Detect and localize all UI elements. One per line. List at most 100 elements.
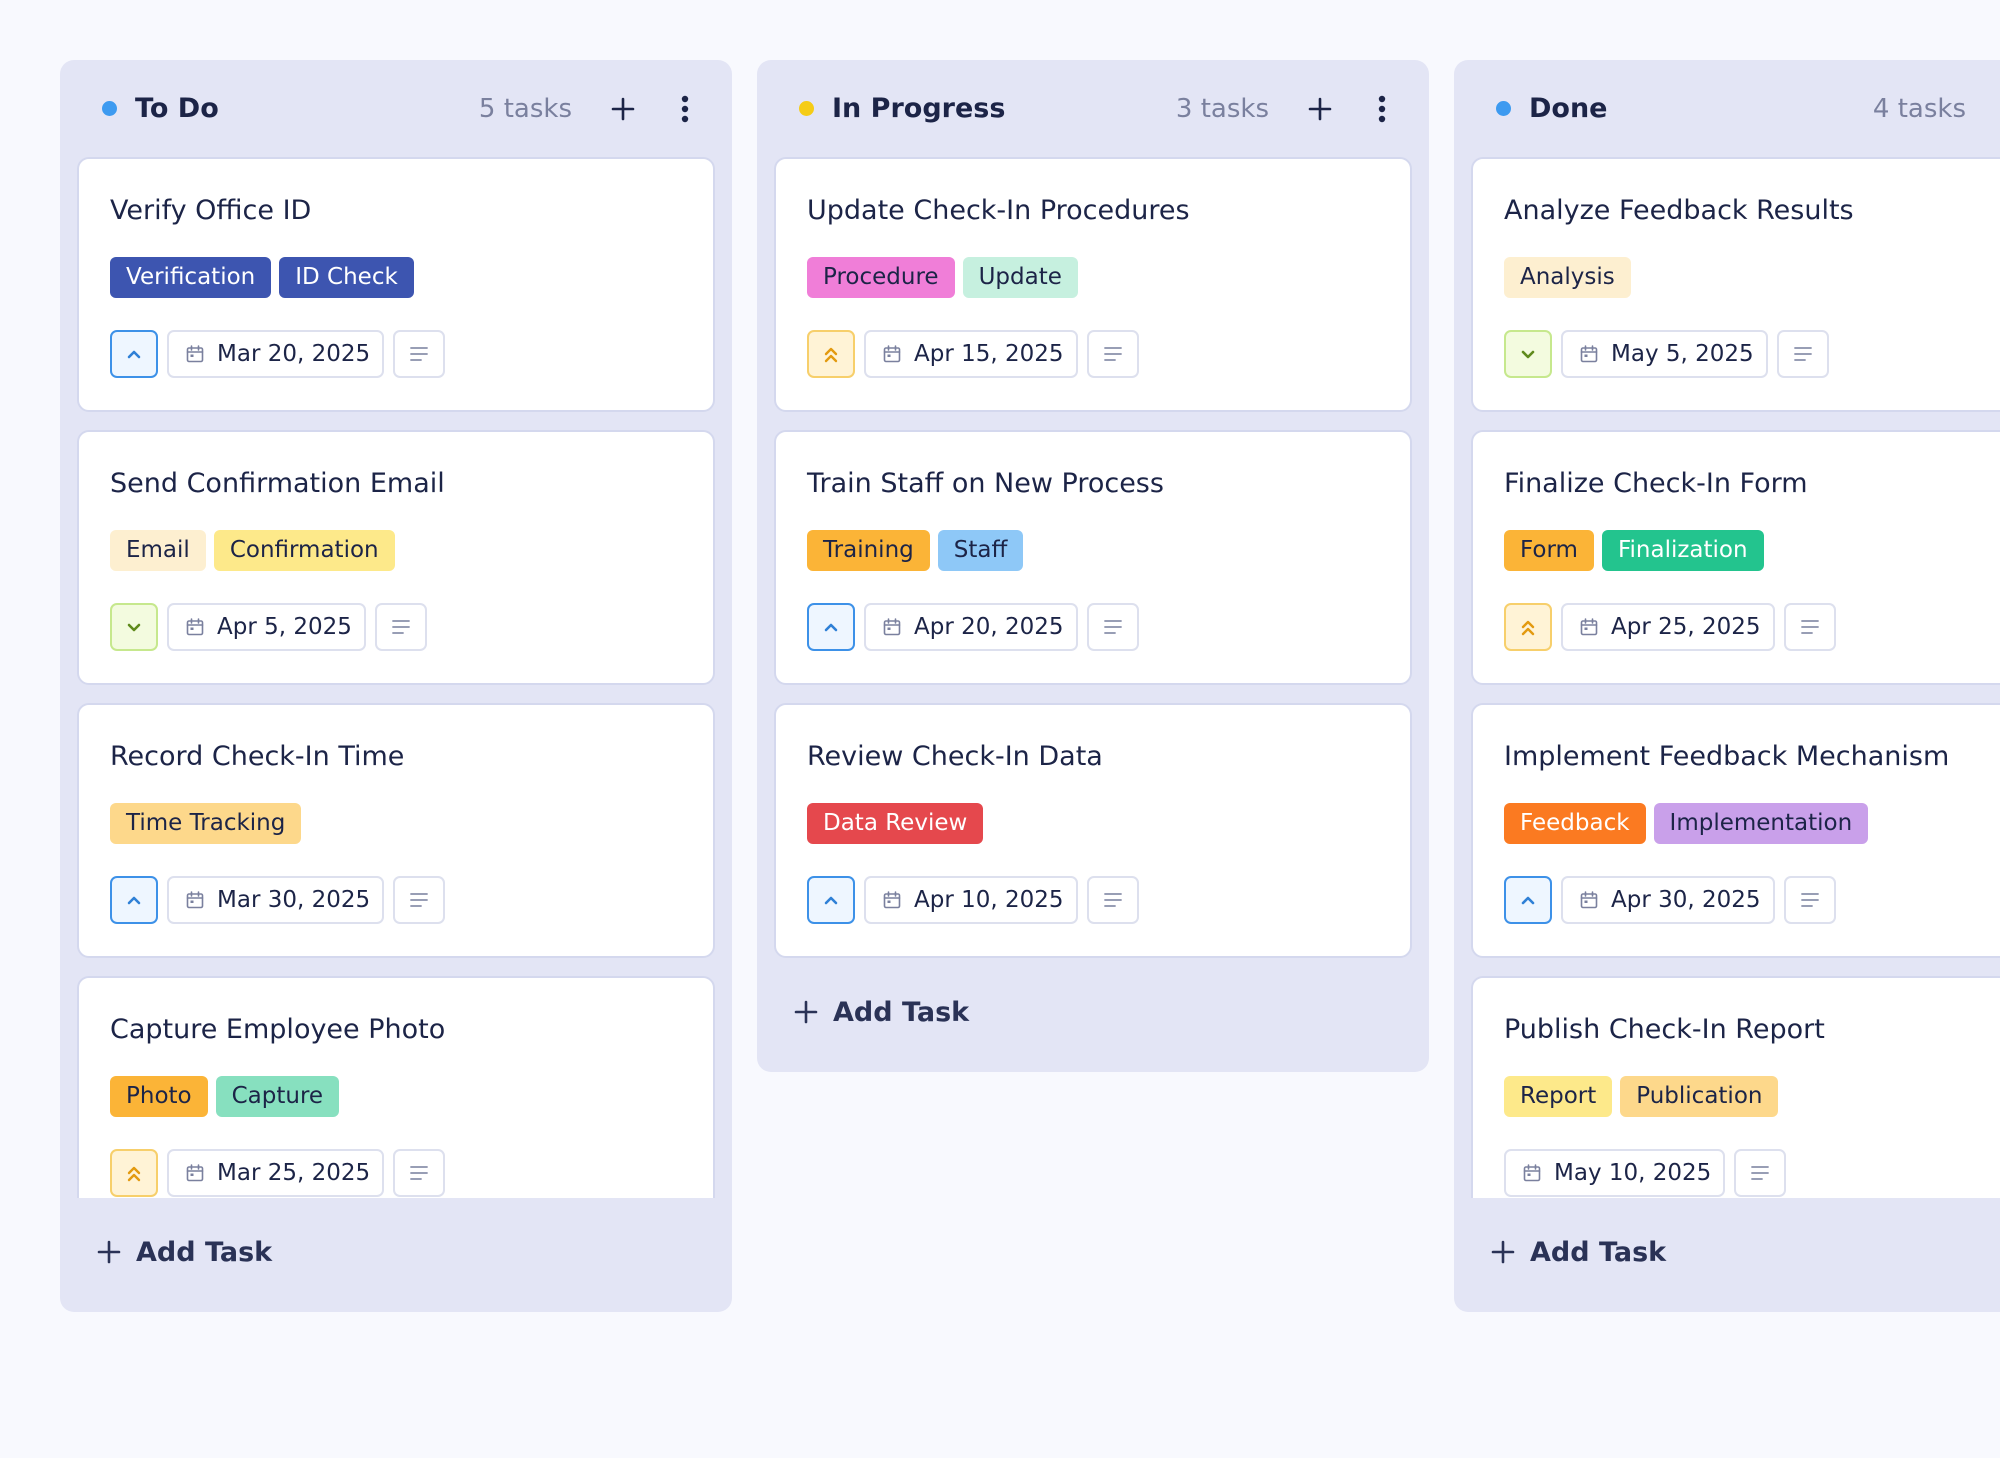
column-header: In Progress 3 tasks xyxy=(757,60,1429,157)
due-date-text: Apr 5, 2025 xyxy=(217,614,352,640)
task-card[interactable]: Finalize Check-In Form Form Finalization Ap… xyxy=(1471,430,2000,685)
due-date-chip[interactable]: May 5, 2025 xyxy=(1561,330,1768,378)
task-card[interactable]: Update Check-In Procedures Procedure Updat… xyxy=(774,157,1412,412)
add-task-button[interactable]: Add Task xyxy=(60,1222,732,1282)
plus-icon xyxy=(96,1239,122,1265)
task-title: Capture Employee Photo xyxy=(110,1014,446,1045)
due-date-chip[interactable]: Apr 25, 2025 xyxy=(1561,603,1775,651)
tag-list: Form Finalization xyxy=(1504,530,2000,571)
task-count: 5 tasks xyxy=(478,93,572,124)
due-date-chip[interactable]: Mar 30, 2025 xyxy=(167,876,385,924)
tag-list: Time Tracking xyxy=(110,803,682,844)
notes-icon[interactable] xyxy=(1776,330,1829,378)
priority-high-icon[interactable] xyxy=(110,330,158,378)
tag-list: Email Confirmation xyxy=(110,530,682,571)
priority-low-icon[interactable] xyxy=(110,603,158,651)
column-title: To Do xyxy=(135,93,219,124)
task-card[interactable]: Train Staff on New Process Training Staff A… xyxy=(774,430,1412,685)
due-date-chip[interactable]: Mar 25, 2025 xyxy=(167,1149,385,1197)
due-date-chip[interactable]: Apr 30, 2025 xyxy=(1561,876,1775,924)
notes-icon[interactable] xyxy=(1734,1149,1787,1197)
tag-badge: Data Review xyxy=(807,803,984,844)
task-card[interactable]: Review Check-In Data Data Review Apr 10, 2… xyxy=(774,703,1412,958)
notes-icon[interactable] xyxy=(374,603,427,651)
notes-icon[interactable] xyxy=(1086,876,1139,924)
add-task-icon[interactable] xyxy=(606,92,640,126)
add-task-button[interactable]: Add Task xyxy=(1454,1222,2000,1282)
task-title: Train Staff on New Process xyxy=(807,468,1164,499)
tag-list: Report Publication xyxy=(1504,1076,2000,1117)
tag-badge: Feedback xyxy=(1504,803,1646,844)
priority-urgent-icon[interactable] xyxy=(807,330,855,378)
priority-low-icon[interactable] xyxy=(1504,330,1552,378)
priority-high-icon[interactable] xyxy=(807,876,855,924)
task-count: 3 tasks xyxy=(1175,93,1269,124)
task-meta: Apr 30, 2025 xyxy=(1504,876,2000,924)
tag-badge: Verification xyxy=(110,257,272,298)
task-title: Record Check-In Time xyxy=(110,741,405,772)
calendar-icon xyxy=(1579,890,1599,910)
tag-badge: Staff xyxy=(937,530,1024,571)
notes-icon[interactable] xyxy=(393,330,446,378)
calendar-icon xyxy=(882,344,902,364)
tag-badge: Capture xyxy=(215,1076,340,1117)
status-dot xyxy=(799,101,814,116)
task-title: Finalize Check-In Form xyxy=(1504,468,1808,499)
due-date-text: Apr 10, 2025 xyxy=(914,887,1064,913)
notes-icon[interactable] xyxy=(1086,603,1139,651)
notes-icon[interactable] xyxy=(393,1149,446,1197)
card-list: Analyze Feedback Results Analysis May 5, 2… xyxy=(1454,157,2000,1198)
task-title: Implement Feedback Mechanism xyxy=(1504,741,1950,772)
task-meta: Mar 30, 2025 xyxy=(110,876,682,924)
tag-badge: Form xyxy=(1504,530,1594,571)
due-date-text: May 5, 2025 xyxy=(1611,341,1754,367)
task-card[interactable]: Verify Office ID Verification ID Check Mar … xyxy=(77,157,715,412)
card-list: Update Check-In Procedures Procedure Updat… xyxy=(757,157,1429,958)
priority-high-icon[interactable] xyxy=(807,603,855,651)
tag-badge: Confirmation xyxy=(213,530,395,571)
notes-icon[interactable] xyxy=(1783,603,1836,651)
tag-badge: Training xyxy=(807,530,930,571)
due-date-chip[interactable]: Apr 15, 2025 xyxy=(864,330,1078,378)
due-date-text: May 10, 2025 xyxy=(1554,1160,1712,1186)
notes-icon[interactable] xyxy=(1783,876,1836,924)
calendar-icon xyxy=(882,890,902,910)
column-to-do: To Do 5 tasks Verify Office ID Verification… xyxy=(60,60,732,1312)
priority-urgent-icon[interactable] xyxy=(1504,603,1552,651)
column-header: Done 4 tasks xyxy=(1454,60,2000,157)
task-card[interactable]: Capture Employee Photo Photo Capture Mar 25… xyxy=(77,976,715,1198)
task-card[interactable]: Send Confirmation Email Email Confirmation… xyxy=(77,430,715,685)
task-meta: Apr 10, 2025 xyxy=(807,876,1379,924)
tag-list: Verification ID Check xyxy=(110,257,682,298)
tag-list: Procedure Update xyxy=(807,257,1379,298)
task-card[interactable]: Implement Feedback Mechanism Feedback Impl… xyxy=(1471,703,2000,958)
priority-urgent-icon[interactable] xyxy=(110,1149,158,1197)
due-date-chip[interactable]: Apr 20, 2025 xyxy=(864,603,1078,651)
more-options-icon[interactable] xyxy=(668,92,702,126)
due-date-chip[interactable]: May 10, 2025 xyxy=(1504,1149,1726,1197)
plus-icon xyxy=(1490,1239,1516,1265)
due-date-chip[interactable]: Apr 10, 2025 xyxy=(864,876,1078,924)
due-date-chip[interactable]: Apr 5, 2025 xyxy=(167,603,366,651)
calendar-icon xyxy=(1522,1163,1542,1183)
task-meta: Apr 20, 2025 xyxy=(807,603,1379,651)
task-card[interactable]: Analyze Feedback Results Analysis May 5, 2… xyxy=(1471,157,2000,412)
more-options-icon[interactable] xyxy=(1365,92,1399,126)
notes-icon[interactable] xyxy=(393,876,446,924)
task-meta: May 10, 2025 xyxy=(1504,1149,2000,1197)
add-task-icon[interactable] xyxy=(1303,92,1337,126)
priority-high-icon[interactable] xyxy=(110,876,158,924)
tag-badge: Publication xyxy=(1620,1076,1779,1117)
tag-list: Training Staff xyxy=(807,530,1379,571)
priority-high-icon[interactable] xyxy=(1504,876,1552,924)
notes-icon[interactable] xyxy=(1086,330,1139,378)
tag-badge: Update xyxy=(962,257,1078,298)
task-card[interactable]: Publish Check-In Report Report Publication… xyxy=(1471,976,2000,1198)
task-card[interactable]: Record Check-In Time Time Tracking Mar 30,… xyxy=(77,703,715,958)
due-date-chip[interactable]: Mar 20, 2025 xyxy=(167,330,385,378)
add-task-button[interactable]: Add Task xyxy=(757,982,1429,1042)
tag-list: Data Review xyxy=(807,803,1379,844)
add-task-label: Add Task xyxy=(136,1236,273,1268)
task-meta: Apr 25, 2025 xyxy=(1504,603,2000,651)
column-title: In Progress xyxy=(832,93,1006,124)
